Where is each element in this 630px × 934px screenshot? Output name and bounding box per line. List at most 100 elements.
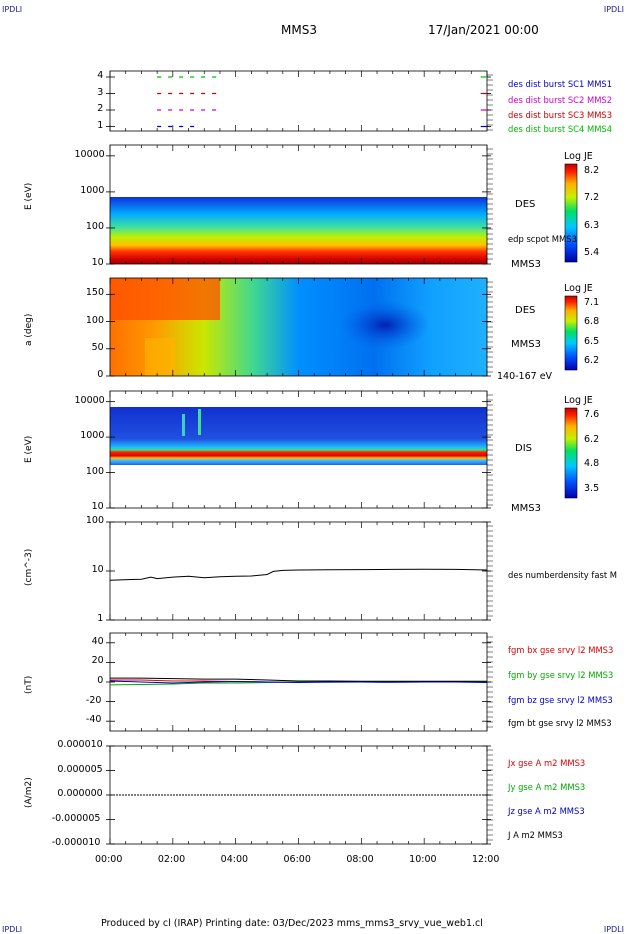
label-energy-range: 140-167 eV	[497, 371, 553, 382]
y-tick-label-4: 10	[91, 564, 104, 575]
y-tick-label-0: 4	[97, 70, 104, 81]
colorbar-title-1: Log JE	[564, 151, 593, 162]
density-line	[109, 568, 488, 581]
colorbar-title-2: Log JE	[564, 283, 593, 294]
dis-burst-streak-2	[198, 409, 201, 435]
dis-burst-streak-1	[182, 414, 185, 436]
x-tick-label: 02:00	[157, 854, 186, 865]
x-tick-label: 06:00	[283, 854, 311, 865]
y-tick-label-2: 150	[85, 287, 105, 299]
y-tick-label-3: 10000	[74, 394, 105, 406]
x-tick-label: 08:00	[346, 854, 374, 865]
ylabel-current: (A/m2)	[24, 777, 34, 808]
colorbar-tick-label: 3.5	[584, 483, 600, 494]
colorbar-tick-label: 6.2	[584, 355, 600, 366]
colorbar-tick-label: 5.4	[584, 247, 600, 258]
colorbar-des-energy	[564, 163, 578, 263]
ylabel-density: (cm^-3)	[24, 548, 34, 586]
legend-burst-sc3: des dist burst SC3 MMS3	[508, 110, 613, 120]
legend-burst-sc4: des dist burst SC4 MMS4	[508, 124, 613, 134]
y-tick-label-2: 0	[97, 369, 104, 380]
colorbar-tick-label: 6.2	[584, 433, 600, 445]
corner-label-top-left: IPDLI	[2, 5, 23, 14]
y-tick-label-5: -20	[85, 694, 102, 706]
legend-jx: Jx gse A m2 MMS3	[508, 758, 586, 768]
colorbar-tick-label: 7.6	[584, 409, 600, 420]
legend-jz: Jz gse A m2 MMS3	[508, 806, 585, 816]
footer-credits: Produced by cl (IRAP) Printing date: 03/…	[101, 918, 483, 929]
spacecraft-title: MMS3	[281, 23, 317, 37]
x-tick-label: 10:00	[409, 854, 437, 865]
date-title: 17/Jan/2021 00:00	[428, 23, 539, 37]
des-energy-spectrogram	[110, 197, 487, 264]
y-tick-label-5: 0	[97, 675, 104, 686]
y-tick-label-4: 100	[85, 515, 105, 526]
y-tick-label-6: 0.000010	[57, 739, 103, 750]
colorbar-des-pitch	[564, 295, 578, 371]
y-tick-label-1: 10	[91, 257, 104, 268]
legend-burst-sc1: des dist burst SC1 MMS1	[508, 79, 613, 89]
pitch-minimum-blob	[340, 300, 430, 350]
legend-bt: fgm bt gse srvy l2 MMS3	[508, 718, 612, 728]
colorbar-dis-energy	[564, 407, 578, 499]
y-tick-label-4: 1	[97, 613, 104, 624]
legend-burst-sc2: des dist burst SC2 MMS2	[508, 95, 613, 105]
x-tick-label: 04:00	[220, 854, 249, 865]
corner-label-bottom-right: IPDLI	[603, 925, 624, 934]
y-tick-label-2: 100	[85, 314, 105, 326]
label-des-1: DES	[515, 199, 536, 210]
colorbar-tick-label: 8.2	[584, 165, 600, 176]
y-tick-label-1: 100	[85, 220, 105, 232]
label-mms3-2: MMS3	[511, 339, 541, 350]
pitch-warm-patch	[145, 338, 175, 376]
y-tick-label-2: 50	[91, 341, 104, 353]
panel-frame-4	[109, 521, 488, 621]
y-tick-label-1: 1000	[80, 184, 105, 196]
legend-bx: fgm bx gse srvy l2 MMS3	[508, 645, 614, 655]
colorbar-tick-label: 4.8	[584, 458, 600, 470]
pitch-hot-patch	[110, 278, 220, 320]
label-mms3-3: MMS3	[511, 503, 541, 514]
colorbar-tick-label: 6.8	[584, 316, 600, 328]
corner-label-bottom-left: IPDLI	[2, 925, 23, 934]
y-tick-label-3: 1000	[80, 430, 105, 442]
legend-jy: Jy gse A m2 MMS3	[508, 782, 586, 792]
label-des-2: DES	[515, 305, 536, 316]
label-dis: DIS	[515, 443, 532, 454]
bfield-line-2	[109, 680, 488, 684]
ylabel-pitch: a (deg)	[24, 313, 34, 346]
y-tick-label-5: 40	[91, 635, 104, 647]
y-tick-label-6: -0.000005	[51, 812, 101, 824]
y-tick-label-5: 20	[91, 655, 104, 667]
corner-label-top-right: IPDLI	[603, 5, 624, 14]
colorbar-title-3: Log JE	[564, 395, 593, 406]
legend-bz: fgm bz gse srvy l2 MMS3	[508, 695, 613, 705]
legend-j: J A m2 MMS3	[508, 830, 563, 840]
ylabel-bfield: (nT)	[24, 675, 34, 694]
ylabel-dis-energy: E (eV)	[24, 435, 34, 463]
y-tick-label-5: -40	[85, 714, 102, 726]
colorbar-tick-label: 7.1	[584, 297, 600, 308]
y-tick-label-3: 100	[85, 465, 105, 477]
bfield-line-3	[110, 677, 487, 682]
colorbar-tick-label: 7.2	[584, 192, 600, 204]
y-tick-label-0: 3	[97, 86, 104, 98]
y-tick-label-1: 10000	[74, 148, 105, 160]
panel-frame-6	[109, 745, 488, 845]
y-tick-label-6: 0.000005	[57, 763, 103, 775]
label-mms3-1: MMS3	[511, 259, 541, 270]
label-scpot: edp scpot MMS3	[508, 234, 577, 244]
y-tick-label-6: -0.000010	[51, 837, 101, 848]
colorbar-tick-label: 6.5	[584, 335, 600, 347]
x-tick-label: 12:00	[472, 854, 500, 865]
x-tick-label: 00:00	[95, 854, 123, 865]
colorbar-tick-label: 6.3	[584, 219, 600, 231]
ylabel-des-energy: E (eV)	[24, 182, 34, 210]
legend-density: des numberdensity fast M	[508, 570, 618, 580]
y-tick-label-6: 0.000000	[57, 788, 103, 799]
y-tick-label-0: 1	[97, 119, 104, 131]
dis-energy-spectrogram	[110, 407, 487, 465]
legend-by: fgm by gse srvy l2 MMS3	[508, 670, 614, 680]
y-tick-label-3: 10	[91, 501, 104, 512]
